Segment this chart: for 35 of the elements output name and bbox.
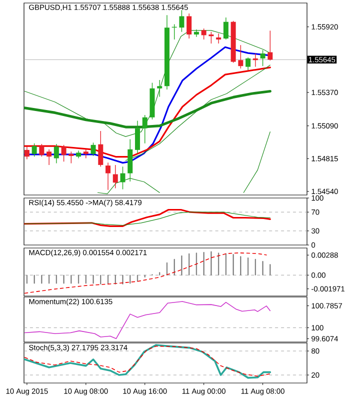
candlestick — [120, 166, 126, 190]
candlestick — [128, 138, 133, 182]
candlestick — [150, 82, 155, 120]
candlestick — [216, 33, 222, 44]
candlestick — [90, 142, 96, 156]
candlestick — [238, 44, 244, 69]
candlestick — [230, 20, 236, 64]
candlestick — [164, 14, 170, 90]
candlestick — [260, 50, 266, 66]
candlestick — [106, 162, 111, 190]
candlestick — [83, 148, 88, 159]
candlestick — [268, 30, 273, 61]
candlestick — [24, 146, 30, 160]
candlestick — [98, 130, 104, 167]
candlestick — [252, 53, 258, 68]
candlestick — [194, 29, 199, 38]
candlestick — [142, 114, 148, 144]
candlestick — [186, 13, 192, 39]
candlestick — [246, 57, 251, 70]
candlestick — [201, 28, 206, 40]
candlestick — [61, 144, 66, 162]
candlestick — [32, 143, 37, 157]
candlestick — [46, 148, 52, 166]
candlestick — [112, 164, 118, 189]
candlestick — [208, 32, 214, 44]
line-series — [24, 212, 270, 226]
line-series — [24, 208, 271, 228]
candlestick — [68, 151, 74, 164]
candlestick — [54, 144, 59, 164]
candlestick — [157, 80, 162, 98]
candlestick — [39, 144, 44, 157]
candlestick — [179, 10, 184, 32]
candlestick — [134, 120, 140, 154]
candlestick — [223, 17, 228, 40]
line-series — [24, 66, 271, 158]
